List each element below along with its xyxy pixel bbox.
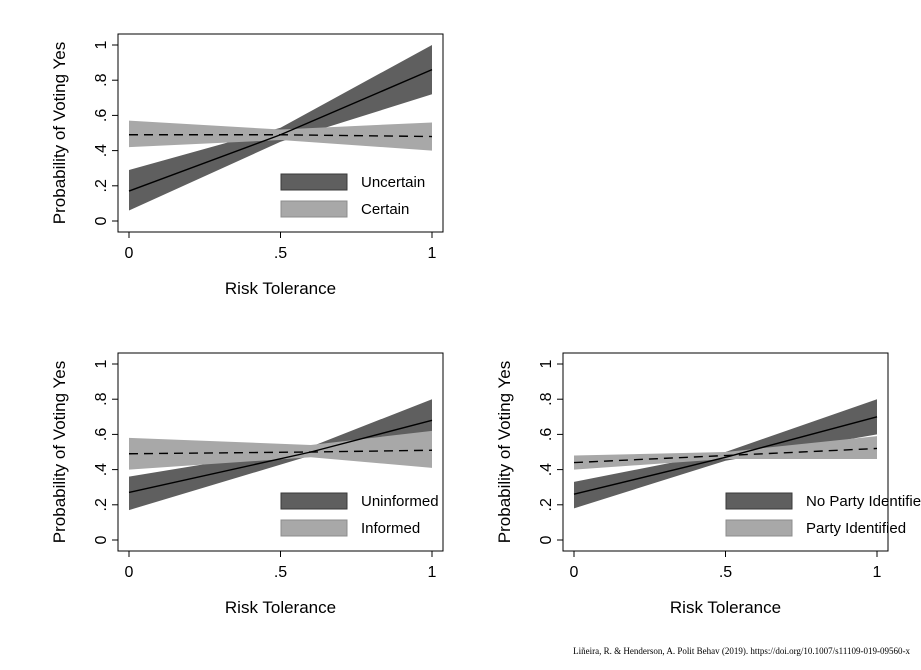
y-tick-label: .2 <box>93 179 110 192</box>
legend-label: Informed <box>361 520 420 537</box>
chart-panel-3: 0 .2 .4 .6 .8 1 0 .5 1 Risk Tolerance Probability … <box>495 352 921 617</box>
citation-credit: Liñeira, R. & Henderson, A. Polit Behav … <box>573 646 910 656</box>
y-tick-label: .6 <box>538 428 555 441</box>
x-tick-label: .5 <box>274 245 287 262</box>
legend-swatch <box>725 519 793 537</box>
x-tick-label: 1 <box>428 245 437 262</box>
x-tick-label: 1 <box>873 564 882 581</box>
y-tick-label: .4 <box>93 144 110 157</box>
y-tick-label: 1 <box>93 359 110 368</box>
legend-swatch <box>280 173 348 191</box>
x-axis-label: Risk Tolerance <box>670 598 781 617</box>
series-line-no-party-identified <box>573 416 878 495</box>
y-tick-label: .2 <box>538 498 555 511</box>
x-tick-label: 0 <box>570 564 579 581</box>
series-line-certain <box>129 134 433 138</box>
legend-label: Certain <box>361 201 409 218</box>
y-tick-label: .8 <box>93 73 110 86</box>
x-tick-label: .5 <box>719 564 732 581</box>
x-axis-label: Risk Tolerance <box>225 279 336 298</box>
chart-panel-2: 0 .2 .4 .6 .8 1 0 .5 1 Risk Tolerance Probability … <box>50 352 444 617</box>
plot-area <box>128 399 433 511</box>
y-tick-label: .2 <box>93 498 110 511</box>
legend: Uninformed Informed <box>280 492 439 537</box>
legend-swatch <box>280 519 348 537</box>
y-axis-label: Probability of Voting Yes <box>50 42 69 224</box>
legend-label: No Party Identified <box>806 493 921 510</box>
y-tick-label: 0 <box>93 216 110 225</box>
y-tick-label: 1 <box>93 40 110 49</box>
legend: No Party Identified Party Identified <box>725 492 921 537</box>
y-tick-label: .8 <box>538 392 555 405</box>
y-tick-label: .4 <box>538 463 555 476</box>
y-tick-label: .6 <box>93 428 110 441</box>
y-tick-label: .8 <box>93 392 110 405</box>
legend-swatch <box>280 492 348 510</box>
legend: Uncertain Certain <box>280 173 425 218</box>
legend-label: Party Identified <box>806 520 906 537</box>
y-axis-label: Probability of Voting Yes <box>495 361 514 543</box>
plot-area <box>573 399 878 509</box>
x-tick-label: 0 <box>125 245 134 262</box>
y-tick-label: 1 <box>538 359 555 368</box>
y-tick-label: .4 <box>93 463 110 476</box>
x-tick-label: 0 <box>125 564 134 581</box>
legend-label: Uninformed <box>361 493 439 510</box>
y-tick-label: .6 <box>93 109 110 122</box>
legend-swatch <box>725 492 793 510</box>
x-tick-label: .5 <box>274 564 287 581</box>
y-axis-label: Probability of Voting Yes <box>50 361 69 543</box>
y-tick-label: 0 <box>538 535 555 544</box>
legend-swatch <box>280 200 348 218</box>
plot-area <box>128 45 433 211</box>
confidence-band-uncertain <box>129 45 432 211</box>
y-tick-label: 0 <box>93 535 110 544</box>
legend-label: Uncertain <box>361 174 425 191</box>
confidence-band-party-identified <box>574 436 877 470</box>
confidence-band-certain <box>129 120 432 151</box>
series-line-informed <box>128 449 433 455</box>
x-tick-label: 1 <box>428 564 437 581</box>
series-line-party-identified <box>573 447 878 464</box>
x-axis-label: Risk Tolerance <box>225 598 336 617</box>
chart-panel-1: 0 .2 .4 .6 .8 1 0 .5 1 Risk Tolerance Probability … <box>50 33 444 298</box>
